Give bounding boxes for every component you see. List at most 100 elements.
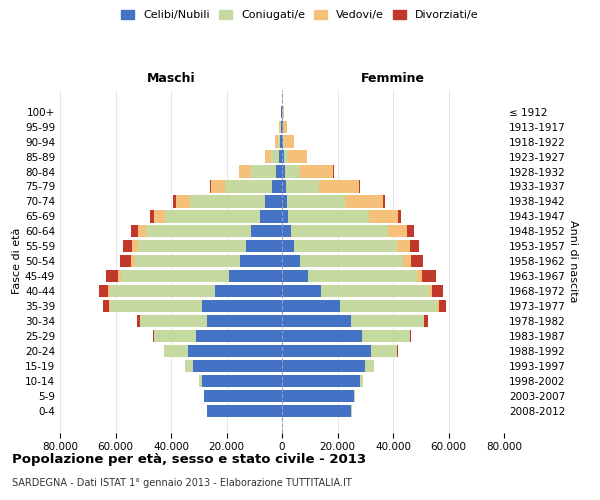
Bar xyxy=(282,360,365,372)
Bar xyxy=(422,270,436,282)
Bar xyxy=(360,375,363,387)
Bar xyxy=(416,270,422,282)
Bar xyxy=(135,255,241,268)
Bar xyxy=(289,150,307,162)
Bar xyxy=(282,315,352,327)
Bar xyxy=(190,196,265,207)
Bar xyxy=(137,240,246,252)
Bar xyxy=(108,285,110,298)
Bar xyxy=(173,196,176,207)
Bar xyxy=(282,285,321,298)
Bar xyxy=(246,240,282,252)
Bar xyxy=(295,240,397,252)
Bar xyxy=(429,285,433,298)
Bar xyxy=(140,315,207,327)
Bar xyxy=(279,120,280,133)
Bar xyxy=(131,255,135,268)
Bar xyxy=(282,240,295,252)
Bar xyxy=(185,360,193,372)
Bar xyxy=(279,150,282,162)
Bar xyxy=(265,150,271,162)
Bar xyxy=(388,225,407,237)
Bar xyxy=(285,166,300,177)
Bar xyxy=(207,315,282,327)
Bar xyxy=(153,330,154,342)
Bar xyxy=(118,270,121,282)
Bar xyxy=(225,180,272,192)
Bar xyxy=(196,330,282,342)
Bar xyxy=(407,225,414,237)
Bar xyxy=(202,375,282,387)
Bar xyxy=(106,270,118,282)
Bar xyxy=(229,270,282,282)
Bar xyxy=(199,375,202,387)
Bar xyxy=(424,315,428,327)
Bar xyxy=(359,180,360,192)
Bar xyxy=(121,270,229,282)
Bar xyxy=(321,285,429,298)
Bar xyxy=(308,270,416,282)
Bar xyxy=(137,315,140,327)
Bar xyxy=(439,300,446,312)
Bar xyxy=(265,196,282,207)
Bar xyxy=(150,210,154,222)
Bar xyxy=(362,330,410,342)
Bar xyxy=(271,150,279,162)
Bar xyxy=(204,390,282,402)
Bar xyxy=(282,345,371,357)
Bar xyxy=(369,210,398,222)
Bar xyxy=(281,120,282,133)
Bar xyxy=(282,255,300,268)
Bar xyxy=(283,136,284,147)
Bar xyxy=(280,136,282,147)
Bar xyxy=(251,166,277,177)
Bar xyxy=(120,255,131,268)
Bar xyxy=(282,330,362,342)
Bar xyxy=(209,180,211,192)
Bar xyxy=(403,255,411,268)
Bar xyxy=(260,210,282,222)
Bar xyxy=(154,330,196,342)
Bar xyxy=(365,360,374,372)
Bar xyxy=(286,180,319,192)
Bar xyxy=(98,285,108,298)
Bar xyxy=(109,300,110,312)
Bar xyxy=(282,225,291,237)
Bar xyxy=(278,136,280,147)
Bar xyxy=(282,270,308,282)
Bar xyxy=(166,210,260,222)
Bar xyxy=(282,166,285,177)
Bar xyxy=(300,255,403,268)
Bar xyxy=(164,345,188,357)
Bar xyxy=(282,390,354,402)
Bar xyxy=(193,360,282,372)
Bar xyxy=(110,300,202,312)
Bar xyxy=(211,180,225,192)
Bar xyxy=(282,196,287,207)
Bar xyxy=(284,136,293,147)
Bar xyxy=(289,210,369,222)
Bar xyxy=(282,180,286,192)
Bar xyxy=(437,300,439,312)
Bar xyxy=(300,166,334,177)
Bar xyxy=(282,210,289,222)
Bar xyxy=(188,345,282,357)
Bar xyxy=(176,196,190,207)
Bar xyxy=(132,240,137,252)
Bar xyxy=(282,150,284,162)
Bar xyxy=(146,225,251,237)
Bar xyxy=(203,390,204,402)
Text: Popolazione per età, sesso e stato civile - 2013: Popolazione per età, sesso e stato civil… xyxy=(12,452,366,466)
Bar xyxy=(202,300,282,312)
Bar xyxy=(398,210,401,222)
Text: SARDEGNA - Dati ISTAT 1° gennaio 2013 - Elaborazione TUTTITALIA.IT: SARDEGNA - Dati ISTAT 1° gennaio 2013 - … xyxy=(12,478,352,488)
Bar xyxy=(383,196,385,207)
Bar xyxy=(138,225,146,237)
Bar xyxy=(433,285,443,298)
Bar xyxy=(282,136,283,147)
Bar xyxy=(283,106,284,118)
Bar xyxy=(287,196,345,207)
Bar xyxy=(110,285,215,298)
Text: Femmine: Femmine xyxy=(361,72,425,85)
Bar xyxy=(283,120,287,133)
